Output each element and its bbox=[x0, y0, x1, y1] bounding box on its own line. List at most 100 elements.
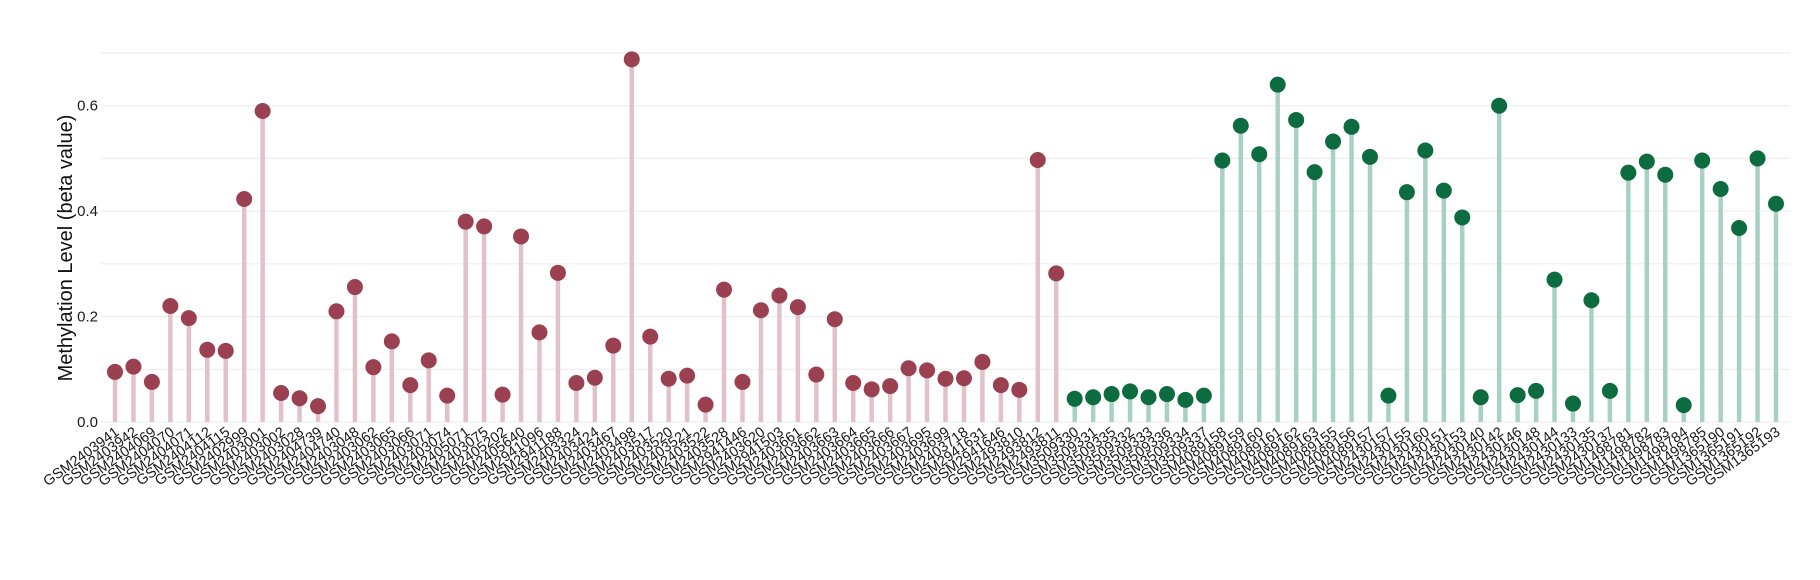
data-point bbox=[476, 218, 493, 235]
data-point bbox=[420, 352, 437, 369]
data-point bbox=[697, 396, 714, 413]
data-point bbox=[1435, 182, 1452, 199]
data-point bbox=[125, 358, 142, 375]
data-point bbox=[1306, 164, 1323, 181]
data-point bbox=[937, 370, 954, 387]
data-point bbox=[1657, 166, 1674, 183]
data-point bbox=[494, 386, 511, 403]
data-point bbox=[826, 311, 843, 328]
data-point bbox=[1048, 265, 1065, 282]
data-point bbox=[863, 381, 880, 398]
data-point bbox=[1085, 389, 1102, 406]
data-point bbox=[771, 287, 788, 304]
data-point bbox=[236, 191, 253, 208]
data-point bbox=[1122, 383, 1139, 400]
data-point bbox=[752, 302, 769, 319]
data-point bbox=[217, 342, 234, 359]
data-point bbox=[679, 367, 696, 384]
data-point bbox=[1214, 152, 1231, 169]
data-point bbox=[1177, 391, 1194, 408]
data-point bbox=[1288, 111, 1305, 128]
data-point bbox=[1472, 389, 1489, 406]
y-tick-label: 0.2 bbox=[77, 309, 98, 326]
data-point bbox=[1011, 381, 1028, 398]
data-point bbox=[1417, 142, 1434, 159]
x-axis-ticks: GSM2403941GSM2403942GSM2404069GSM2404070… bbox=[41, 424, 1784, 490]
data-point bbox=[310, 398, 327, 415]
data-point bbox=[605, 337, 622, 354]
data-point bbox=[1601, 382, 1618, 399]
data-point bbox=[439, 387, 456, 404]
data-point bbox=[1343, 118, 1360, 135]
data-point bbox=[346, 279, 363, 296]
data-point bbox=[955, 370, 972, 387]
data-point bbox=[1675, 397, 1692, 414]
data-point bbox=[1140, 389, 1157, 406]
stems bbox=[112, 59, 1779, 422]
y-axis-label: Methylation Level (beta value) bbox=[55, 115, 77, 382]
data-point bbox=[1638, 153, 1655, 170]
data-point bbox=[107, 363, 123, 380]
data-point bbox=[1564, 395, 1581, 412]
data-point bbox=[1158, 386, 1175, 403]
data-point bbox=[1620, 164, 1637, 181]
data-point bbox=[513, 228, 530, 245]
y-tick-label: 0.6 bbox=[77, 98, 98, 115]
data-point bbox=[992, 377, 1009, 394]
data-point bbox=[1454, 209, 1471, 226]
data-point bbox=[845, 374, 862, 391]
data-point bbox=[1325, 133, 1342, 150]
data-point bbox=[1731, 220, 1748, 237]
data-point bbox=[1546, 271, 1563, 288]
data-point bbox=[291, 390, 308, 407]
gridlines bbox=[101, 52, 1790, 423]
data-point bbox=[808, 366, 825, 383]
data-point bbox=[549, 264, 566, 281]
data-point bbox=[457, 213, 474, 230]
data-point bbox=[1583, 292, 1600, 309]
data-point bbox=[180, 310, 197, 327]
data-point bbox=[254, 102, 271, 119]
data-point bbox=[328, 303, 345, 320]
data-point bbox=[383, 333, 400, 350]
data-point bbox=[660, 370, 677, 387]
data-point bbox=[1768, 195, 1784, 212]
data-point bbox=[586, 369, 603, 386]
data-point bbox=[162, 298, 179, 315]
data-point bbox=[365, 359, 382, 376]
data-point bbox=[1398, 184, 1415, 201]
data-point bbox=[1712, 181, 1729, 198]
data-point bbox=[900, 360, 917, 377]
data-point bbox=[1251, 146, 1268, 163]
data-point bbox=[531, 324, 548, 341]
data-point bbox=[568, 374, 585, 391]
data-point bbox=[1509, 387, 1526, 404]
data-point bbox=[623, 51, 640, 68]
data-point bbox=[1103, 386, 1120, 403]
points bbox=[107, 51, 1784, 415]
data-point bbox=[882, 378, 899, 395]
data-point bbox=[1232, 117, 1249, 134]
data-point bbox=[402, 377, 419, 394]
data-point bbox=[273, 385, 290, 402]
data-point bbox=[1694, 152, 1711, 169]
data-point bbox=[642, 328, 659, 345]
data-point bbox=[1491, 97, 1508, 114]
data-point bbox=[919, 362, 936, 379]
y-axis-ticks: 0.0 0.2 0.4 0.6 bbox=[77, 98, 98, 431]
data-point bbox=[1195, 387, 1212, 404]
data-point bbox=[1029, 152, 1046, 169]
data-point bbox=[1269, 76, 1286, 93]
data-point bbox=[143, 373, 160, 390]
data-point bbox=[1066, 390, 1083, 407]
y-tick-label: 0.4 bbox=[77, 203, 98, 220]
y-tick-label: 0.0 bbox=[77, 414, 98, 431]
data-point bbox=[789, 299, 806, 316]
data-point bbox=[734, 373, 751, 390]
data-point bbox=[1749, 150, 1766, 167]
data-point bbox=[1361, 148, 1378, 165]
data-point bbox=[716, 281, 733, 298]
data-point bbox=[974, 353, 991, 370]
